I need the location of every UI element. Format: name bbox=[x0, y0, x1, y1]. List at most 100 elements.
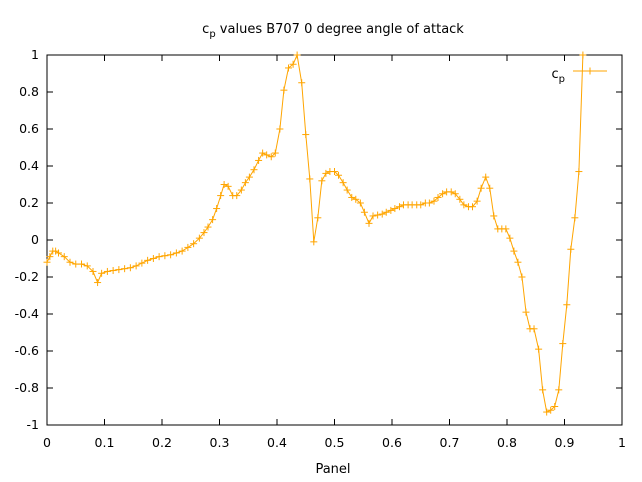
legend-label-main: c bbox=[551, 67, 558, 82]
y-axis-ticks: -1 -0.8 -0.6 -0.4 -0.2 0 0.2 0.4 0.6 0.8 1 bbox=[15, 47, 622, 432]
cp-data-point bbox=[356, 199, 364, 207]
cp-data-point bbox=[237, 186, 245, 194]
x-tick-label: 0.6 bbox=[382, 435, 402, 450]
cp-data-point bbox=[469, 203, 476, 211]
cp-data-point bbox=[224, 182, 232, 190]
x-tick-label: 0.7 bbox=[440, 435, 460, 450]
cp-data-point bbox=[271, 149, 279, 157]
cp-data-point bbox=[263, 151, 271, 159]
x-tick-label: 0.3 bbox=[210, 435, 230, 450]
series-group bbox=[43, 51, 587, 416]
y-tick-label: 0.8 bbox=[19, 84, 39, 99]
y-tick-label: 0.6 bbox=[19, 121, 39, 136]
cp-data-point bbox=[83, 262, 91, 270]
x-axis-label: Panel bbox=[315, 462, 350, 477]
cp-data-point bbox=[298, 79, 306, 87]
cp-data-point bbox=[155, 253, 163, 261]
cp-data-point bbox=[510, 247, 518, 255]
cp-data-point bbox=[195, 234, 203, 242]
cp-data-point bbox=[94, 279, 102, 287]
cp-data-point bbox=[343, 186, 351, 194]
y-tick-label: -0.6 bbox=[15, 343, 39, 358]
cp-series-line bbox=[46, 53, 584, 413]
cp-data-point bbox=[502, 225, 510, 233]
cp-data-point bbox=[43, 258, 51, 266]
cp-data-point bbox=[204, 223, 212, 231]
cp-data-point bbox=[382, 208, 390, 216]
legend: cp bbox=[551, 67, 607, 85]
cp-data-point bbox=[55, 249, 62, 257]
cp-data-point bbox=[172, 249, 180, 257]
cp-data-point bbox=[46, 253, 54, 261]
cp-data-point bbox=[391, 205, 399, 213]
cp-data-point bbox=[138, 259, 146, 267]
cp-data-point bbox=[348, 193, 356, 201]
cp-data-point bbox=[149, 255, 157, 262]
cp-data-point bbox=[250, 166, 258, 174]
cp-data-point bbox=[126, 264, 134, 272]
cp-data-point bbox=[434, 193, 442, 201]
cp-data-point bbox=[144, 256, 152, 264]
cp-data-point bbox=[365, 219, 373, 227]
y-tick-label: 1 bbox=[31, 47, 39, 62]
cp-data-point bbox=[378, 210, 386, 218]
cp-data-point bbox=[567, 245, 575, 253]
y-tick-label: 0.4 bbox=[19, 158, 39, 173]
cp-data-point bbox=[132, 262, 140, 270]
x-tick-label: 0.2 bbox=[152, 435, 172, 450]
cp-data-point bbox=[60, 253, 68, 261]
cp-data-point bbox=[322, 169, 330, 177]
cp-data-point bbox=[456, 195, 464, 203]
cp-data-point bbox=[200, 229, 208, 237]
legend-marker bbox=[586, 67, 594, 75]
chart-title: cp values B707 0 degree angle of attack bbox=[202, 22, 464, 40]
y-tick-label: 0 bbox=[31, 232, 39, 247]
cp-data-point bbox=[486, 184, 494, 192]
cp-data-point bbox=[335, 171, 343, 179]
cp-data-point bbox=[352, 195, 360, 203]
cp-data-point bbox=[184, 243, 192, 251]
cp-data-point bbox=[563, 301, 571, 309]
cp-data-point bbox=[395, 203, 403, 211]
x-tick-label: 0.4 bbox=[267, 435, 287, 450]
cp-data-point bbox=[518, 273, 526, 281]
x-tick-label: 0.9 bbox=[555, 435, 575, 450]
cp-data-point bbox=[543, 408, 551, 416]
cp-data-point bbox=[339, 179, 347, 187]
cp-data-point bbox=[220, 181, 228, 188]
cp-data-point bbox=[506, 234, 514, 242]
cp-data-point bbox=[559, 340, 567, 348]
cp-data-point bbox=[314, 214, 322, 222]
cp-data-point bbox=[374, 211, 382, 219]
plot-frame bbox=[46, 54, 623, 426]
cp-data-point bbox=[115, 266, 123, 274]
y-tick-label: -0.4 bbox=[15, 306, 39, 321]
x-tick-label: 0.8 bbox=[497, 435, 517, 450]
cp-data-point bbox=[259, 149, 267, 157]
cp-data-point bbox=[522, 308, 530, 316]
cp-data-point bbox=[255, 156, 263, 164]
cp-data-point bbox=[369, 212, 377, 220]
cp-data-point bbox=[293, 51, 301, 59]
chart-title-subscript: p bbox=[209, 29, 215, 40]
cp-data-point bbox=[209, 216, 217, 224]
legend-label: cp bbox=[551, 67, 565, 85]
cp-data-point bbox=[276, 125, 284, 133]
cp-data-point bbox=[439, 190, 447, 198]
cp-data-point bbox=[387, 206, 395, 214]
cp-data-point bbox=[103, 267, 111, 275]
cp-data-point bbox=[430, 197, 438, 205]
cp-data-point bbox=[233, 192, 241, 200]
cp-data-point bbox=[280, 86, 288, 94]
cp-data-point bbox=[289, 60, 297, 68]
cp-data-point bbox=[302, 131, 310, 139]
cp-data-point bbox=[306, 175, 314, 183]
legend-label-subscript: p bbox=[559, 74, 565, 85]
cp-data-point bbox=[167, 251, 175, 259]
cp-data-point bbox=[579, 51, 587, 59]
cp-data-point bbox=[477, 184, 485, 192]
x-tick-label: 0 bbox=[43, 435, 51, 450]
cp-data-point bbox=[551, 403, 559, 410]
cp-data-point bbox=[89, 267, 97, 275]
